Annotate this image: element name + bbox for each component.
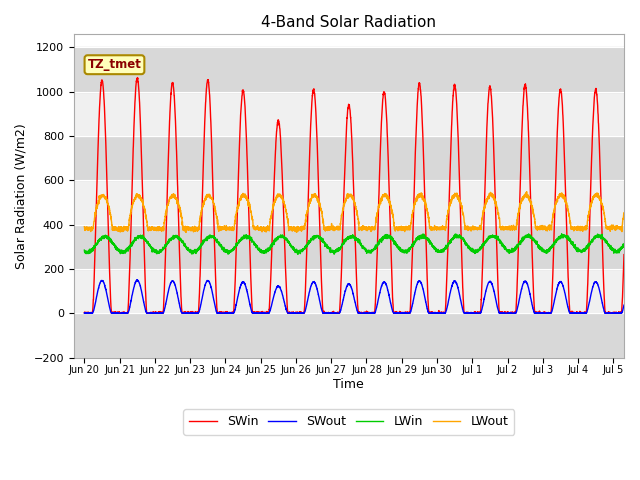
- LWin: [564, 235, 572, 240]
- LWin: [558, 231, 566, 237]
- Bar: [74, 313, 624, 358]
- LWin: [81, 247, 88, 253]
- SWin: [564, 259, 572, 264]
- SWout: [198, 298, 205, 304]
- Bar: [74, 180, 624, 225]
- SWin: [522, 81, 529, 87]
- SWin: [418, 108, 426, 114]
- SWout: [81, 310, 88, 316]
- Legend: SWin, SWout, LWin, LWout: SWin, SWout, LWin, LWout: [183, 409, 515, 434]
- X-axis label: Time: Time: [333, 378, 364, 391]
- SWout: [564, 303, 572, 309]
- LWout: [388, 208, 396, 214]
- LWout: [523, 189, 531, 194]
- LWin: [198, 241, 205, 247]
- SWout: [522, 278, 529, 284]
- Y-axis label: Solar Radiation (W/m2): Solar Radiation (W/m2): [15, 123, 28, 269]
- Line: LWin: LWin: [84, 234, 640, 254]
- Line: LWout: LWout: [84, 192, 640, 232]
- Line: SWin: SWin: [84, 78, 640, 313]
- Bar: [74, 225, 624, 269]
- LWin: [522, 233, 529, 239]
- SWout: [549, 304, 557, 310]
- Line: SWout: SWout: [84, 280, 640, 313]
- LWin: [549, 244, 557, 250]
- SWin: [549, 262, 557, 268]
- LWout: [198, 207, 205, 213]
- LWin: [418, 235, 426, 240]
- SWin: [388, 268, 396, 274]
- SWin: [134, 75, 141, 81]
- SWout: [418, 282, 426, 288]
- SWin: [81, 310, 88, 316]
- LWin: [388, 234, 396, 240]
- LWout: [81, 224, 88, 229]
- SWout: [81, 310, 88, 316]
- LWout: [549, 212, 557, 217]
- LWout: [182, 229, 190, 235]
- Bar: [74, 136, 624, 180]
- Bar: [74, 47, 624, 92]
- LWout: [522, 194, 529, 200]
- SWin: [198, 223, 205, 229]
- Text: TZ_tmet: TZ_tmet: [88, 58, 141, 71]
- SWout: [388, 304, 396, 310]
- LWin: [294, 252, 301, 257]
- LWout: [564, 205, 572, 211]
- Title: 4-Band Solar Radiation: 4-Band Solar Radiation: [261, 15, 436, 30]
- SWout: [133, 277, 141, 283]
- Bar: [74, 92, 624, 136]
- LWout: [418, 191, 426, 196]
- Bar: [74, 269, 624, 313]
- SWin: [81, 310, 88, 316]
